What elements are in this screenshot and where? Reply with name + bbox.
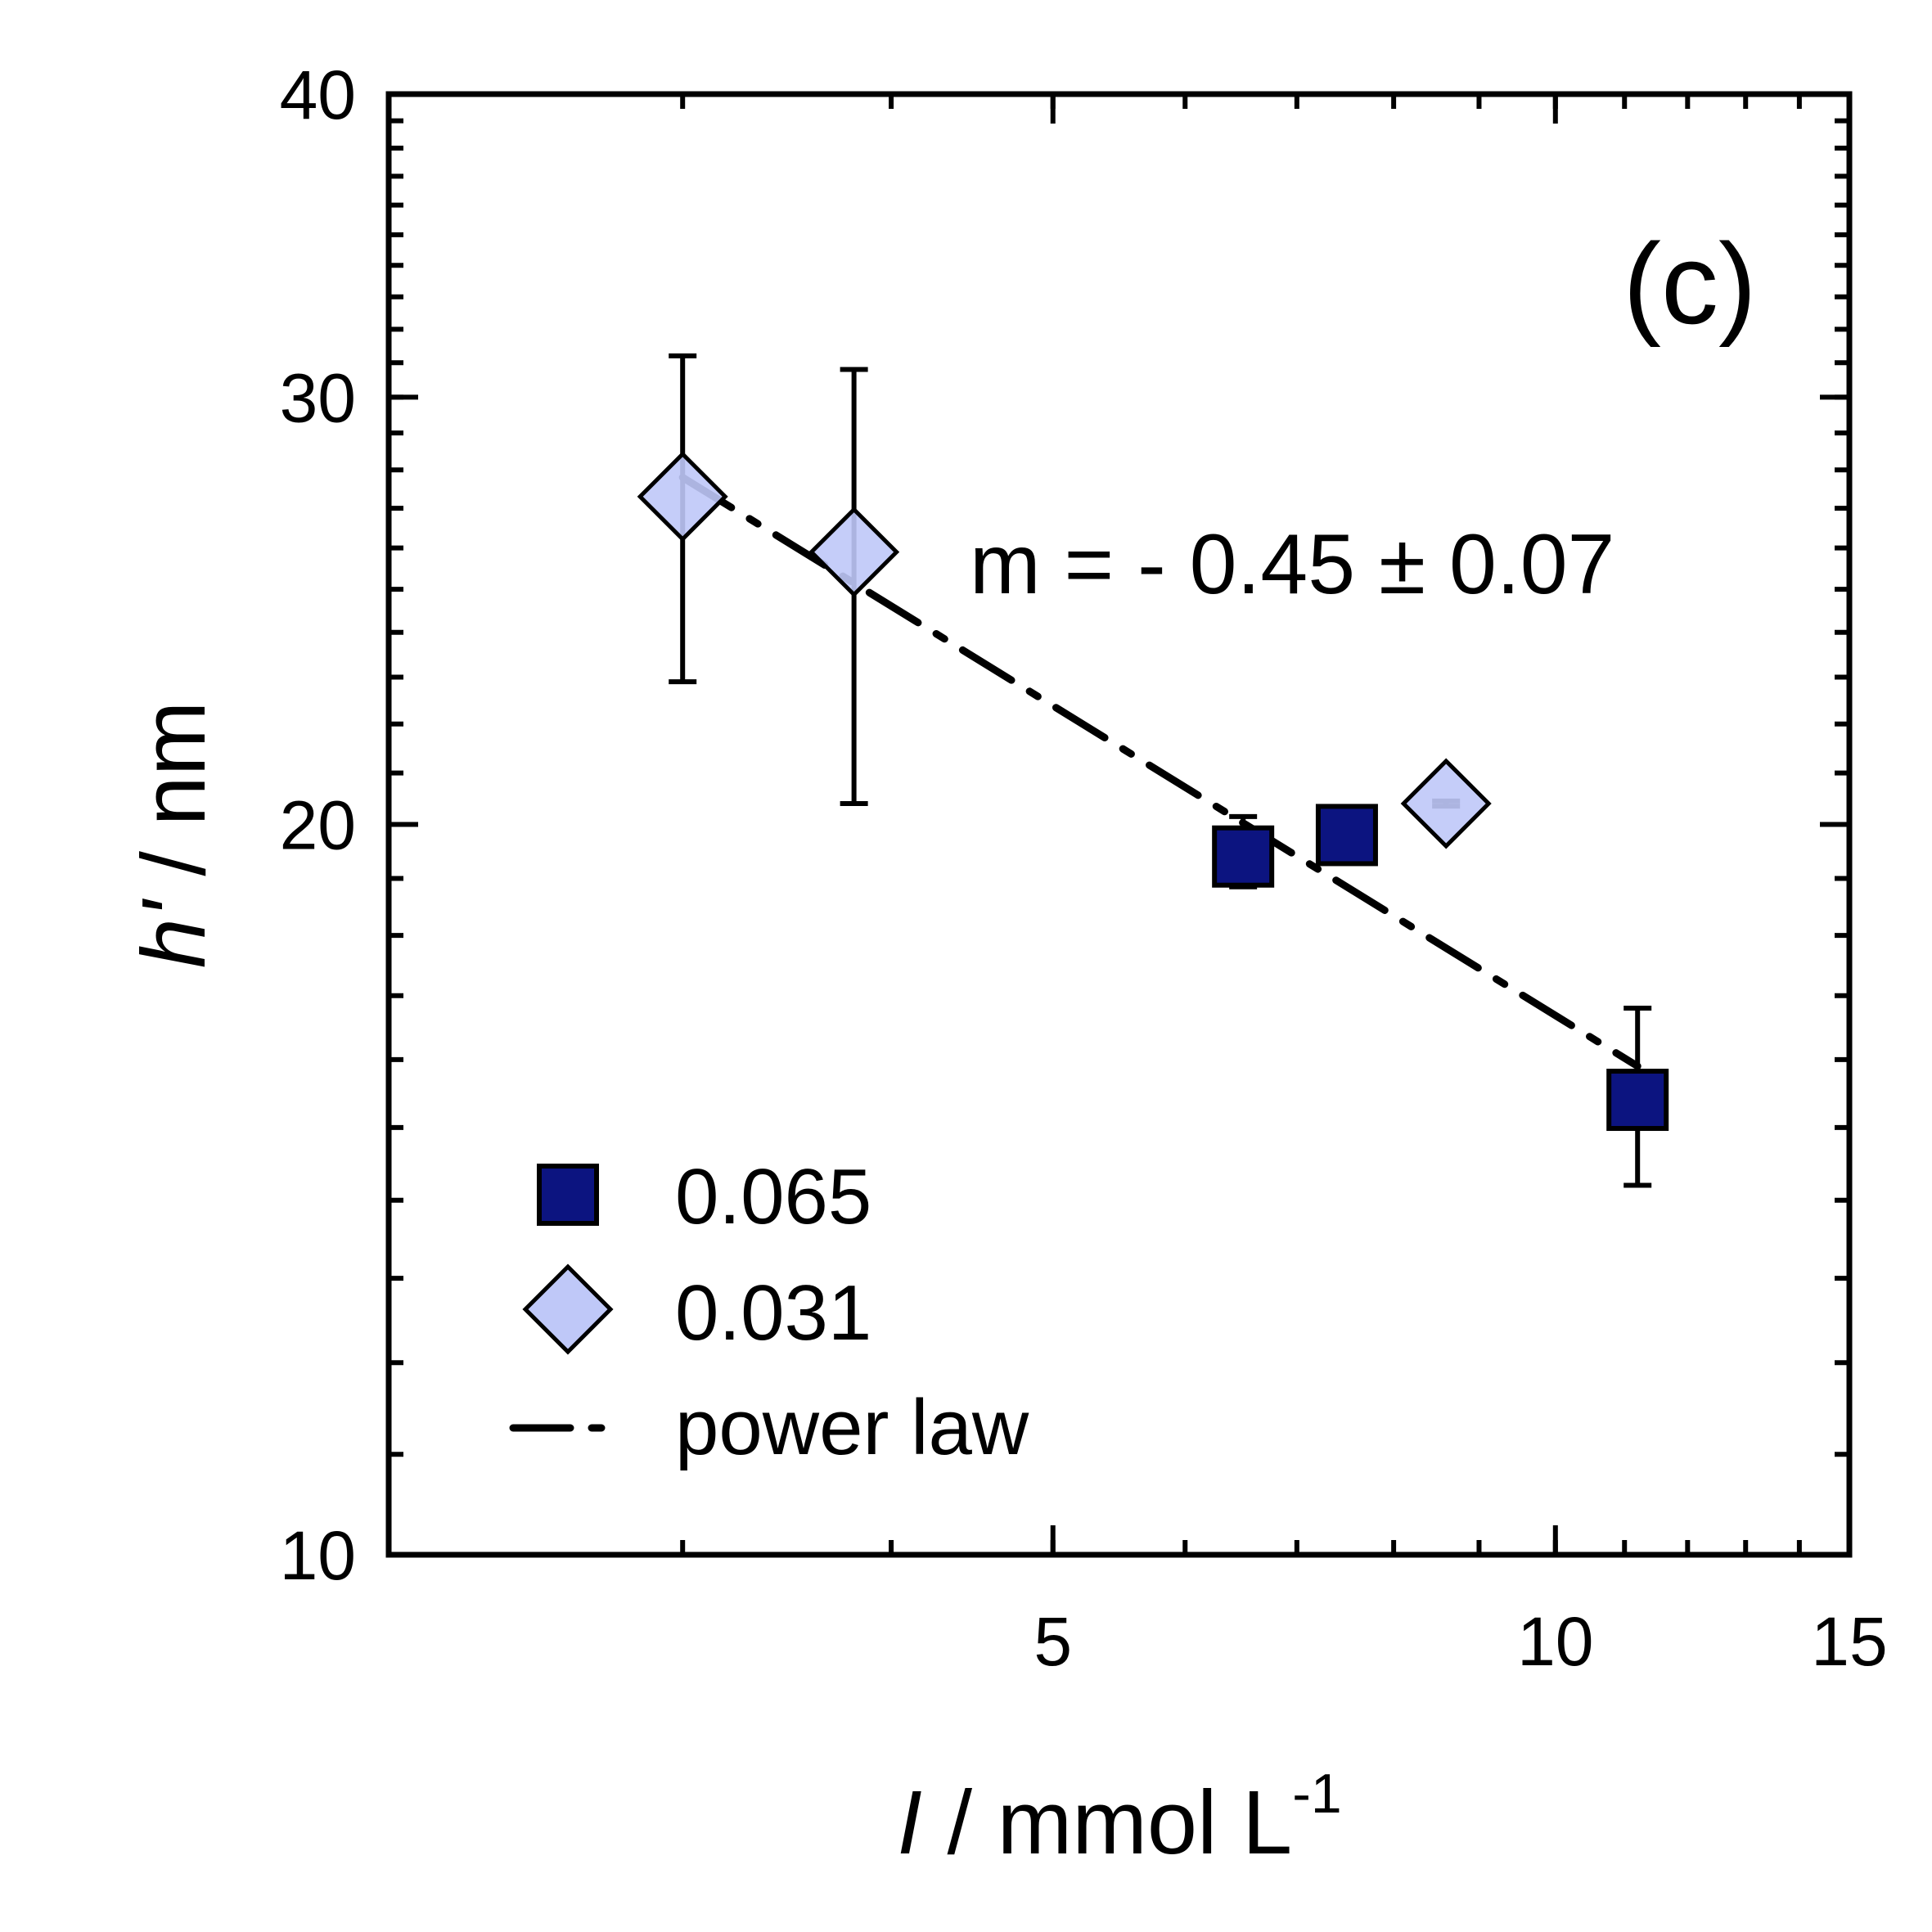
x-axis-title: I / mmol L-1 <box>897 1763 1341 1873</box>
square-marker <box>1315 804 1378 867</box>
x-axis-unit-exponent: -1 <box>1292 1763 1341 1825</box>
slope-annotation: m = - 0.45 ± 0.07 <box>970 517 1615 612</box>
legend-label-fit: power law <box>675 1384 1029 1471</box>
legend-label-series-1: 0.065 <box>675 1153 871 1241</box>
y-axis-title: h' / nm <box>124 701 224 969</box>
legend-square-marker <box>537 1164 599 1226</box>
y-tick-label: 40 <box>280 56 356 133</box>
square-marker <box>1212 825 1275 888</box>
x-tick-label: 10 <box>1517 1603 1593 1680</box>
diamond-marker <box>808 507 900 598</box>
minor-ticks <box>386 92 1852 1557</box>
x-axis-unit: / mmol L <box>922 1772 1292 1873</box>
legend: 0.065 0.031 power law <box>509 1153 1029 1471</box>
y-tick-label: 10 <box>280 1517 356 1594</box>
legend-label-series-2: 0.031 <box>675 1269 871 1357</box>
y-tick-label: 20 <box>280 787 356 864</box>
x-tick-label: 5 <box>1034 1603 1072 1680</box>
x-tick-label: 15 <box>1811 1603 1887 1680</box>
y-axis-symbol: h' <box>124 898 224 968</box>
y-tick-label: 30 <box>280 359 356 436</box>
diamond-marker <box>637 451 728 543</box>
y-axis-unit: / nm <box>124 701 224 902</box>
major-ticks: 5 10 15 10 20 30 40 <box>280 56 1888 1680</box>
diamond-marker <box>1400 758 1492 849</box>
square-marker <box>1606 1069 1669 1132</box>
panel-label: (c) <box>1623 219 1756 348</box>
data-markers <box>637 451 1669 1132</box>
legend-diamond-marker <box>522 1263 614 1355</box>
x-axis-symbol: I <box>897 1772 922 1873</box>
